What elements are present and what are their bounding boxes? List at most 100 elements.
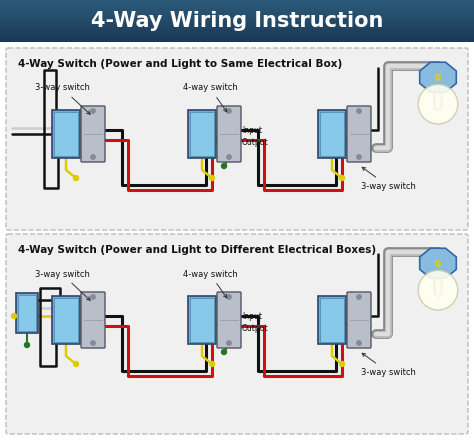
- Circle shape: [11, 313, 17, 318]
- Bar: [0, 38, 474, 40]
- Bar: [52, 296, 80, 344]
- Bar: [0, 2, 474, 4]
- Text: 3-way switch: 3-way switch: [361, 353, 415, 377]
- Circle shape: [418, 84, 458, 124]
- Bar: [320, 298, 344, 342]
- FancyBboxPatch shape: [347, 106, 371, 162]
- Text: 3-way switch: 3-way switch: [361, 167, 415, 190]
- Circle shape: [73, 175, 79, 181]
- Text: 3-way switch: 3-way switch: [35, 270, 90, 300]
- Bar: [0, 17, 474, 18]
- Bar: [0, 27, 474, 29]
- Bar: [0, 6, 474, 8]
- Circle shape: [227, 295, 231, 299]
- Bar: [0, 34, 474, 35]
- Bar: [0, 18, 474, 20]
- Bar: [0, 8, 474, 10]
- Bar: [54, 298, 78, 342]
- Circle shape: [73, 361, 79, 366]
- Bar: [0, 36, 474, 37]
- Bar: [0, 3, 474, 5]
- Text: Output: Output: [242, 138, 269, 147]
- Bar: [0, 16, 474, 17]
- Text: 3-way switch: 3-way switch: [35, 83, 90, 115]
- Circle shape: [221, 349, 227, 354]
- Bar: [318, 110, 346, 158]
- Circle shape: [227, 155, 231, 159]
- FancyBboxPatch shape: [347, 292, 371, 348]
- Bar: [16, 293, 38, 333]
- Circle shape: [91, 155, 95, 159]
- Bar: [0, 32, 474, 33]
- Text: 4-Way Switch (Power and Light to Different Electrical Boxes): 4-Way Switch (Power and Light to Differe…: [18, 245, 376, 255]
- Text: 4-Way Switch (Power and Light to Same Electrical Box): 4-Way Switch (Power and Light to Same El…: [18, 59, 342, 69]
- Text: 4-way switch: 4-way switch: [182, 83, 237, 112]
- Bar: [0, 32, 474, 34]
- FancyBboxPatch shape: [81, 106, 105, 162]
- FancyBboxPatch shape: [6, 234, 468, 434]
- Bar: [0, 22, 474, 24]
- Circle shape: [91, 341, 95, 345]
- Bar: [0, 1, 474, 3]
- Bar: [0, 31, 474, 32]
- Bar: [18, 295, 36, 331]
- Bar: [188, 296, 216, 344]
- Text: Input: Input: [242, 126, 262, 135]
- Bar: [0, 35, 474, 36]
- Bar: [0, 14, 474, 15]
- Bar: [0, 25, 474, 27]
- FancyBboxPatch shape: [217, 292, 241, 348]
- Bar: [0, 20, 474, 21]
- Bar: [0, 41, 474, 43]
- Bar: [0, 5, 474, 7]
- Polygon shape: [419, 62, 456, 92]
- Circle shape: [227, 109, 231, 113]
- Bar: [0, 24, 474, 26]
- Bar: [52, 110, 80, 158]
- Bar: [0, 8, 474, 9]
- Circle shape: [221, 163, 227, 169]
- Text: 4-Way Wiring Instruction: 4-Way Wiring Instruction: [91, 11, 383, 31]
- Circle shape: [357, 295, 361, 299]
- Bar: [0, 21, 474, 23]
- Polygon shape: [419, 248, 456, 278]
- Bar: [188, 110, 216, 158]
- Bar: [0, 29, 474, 31]
- Bar: [0, 11, 474, 12]
- Bar: [0, 37, 474, 38]
- Circle shape: [357, 155, 361, 159]
- FancyBboxPatch shape: [81, 292, 105, 348]
- Bar: [0, 9, 474, 11]
- Bar: [0, 26, 474, 28]
- Circle shape: [210, 175, 215, 181]
- Circle shape: [339, 175, 345, 181]
- Bar: [0, 0, 474, 1]
- Circle shape: [227, 341, 231, 345]
- Circle shape: [91, 295, 95, 299]
- Bar: [0, 12, 474, 14]
- Circle shape: [418, 270, 458, 310]
- Bar: [190, 298, 214, 342]
- Bar: [318, 296, 346, 344]
- Bar: [0, 19, 474, 20]
- Text: 4-way switch: 4-way switch: [182, 270, 237, 298]
- FancyBboxPatch shape: [6, 48, 468, 230]
- Text: Input: Input: [242, 312, 262, 321]
- Circle shape: [25, 342, 29, 348]
- Bar: [0, 28, 474, 30]
- Circle shape: [357, 341, 361, 345]
- Bar: [0, 15, 474, 16]
- Circle shape: [210, 361, 215, 366]
- Circle shape: [357, 109, 361, 113]
- Bar: [0, 4, 474, 6]
- FancyBboxPatch shape: [217, 106, 241, 162]
- Bar: [190, 112, 214, 156]
- Text: Output: Output: [242, 324, 269, 333]
- Bar: [320, 112, 344, 156]
- Bar: [0, 12, 474, 13]
- Circle shape: [91, 109, 95, 113]
- Bar: [54, 112, 78, 156]
- Circle shape: [339, 361, 345, 366]
- Bar: [0, 40, 474, 41]
- Bar: [0, 39, 474, 40]
